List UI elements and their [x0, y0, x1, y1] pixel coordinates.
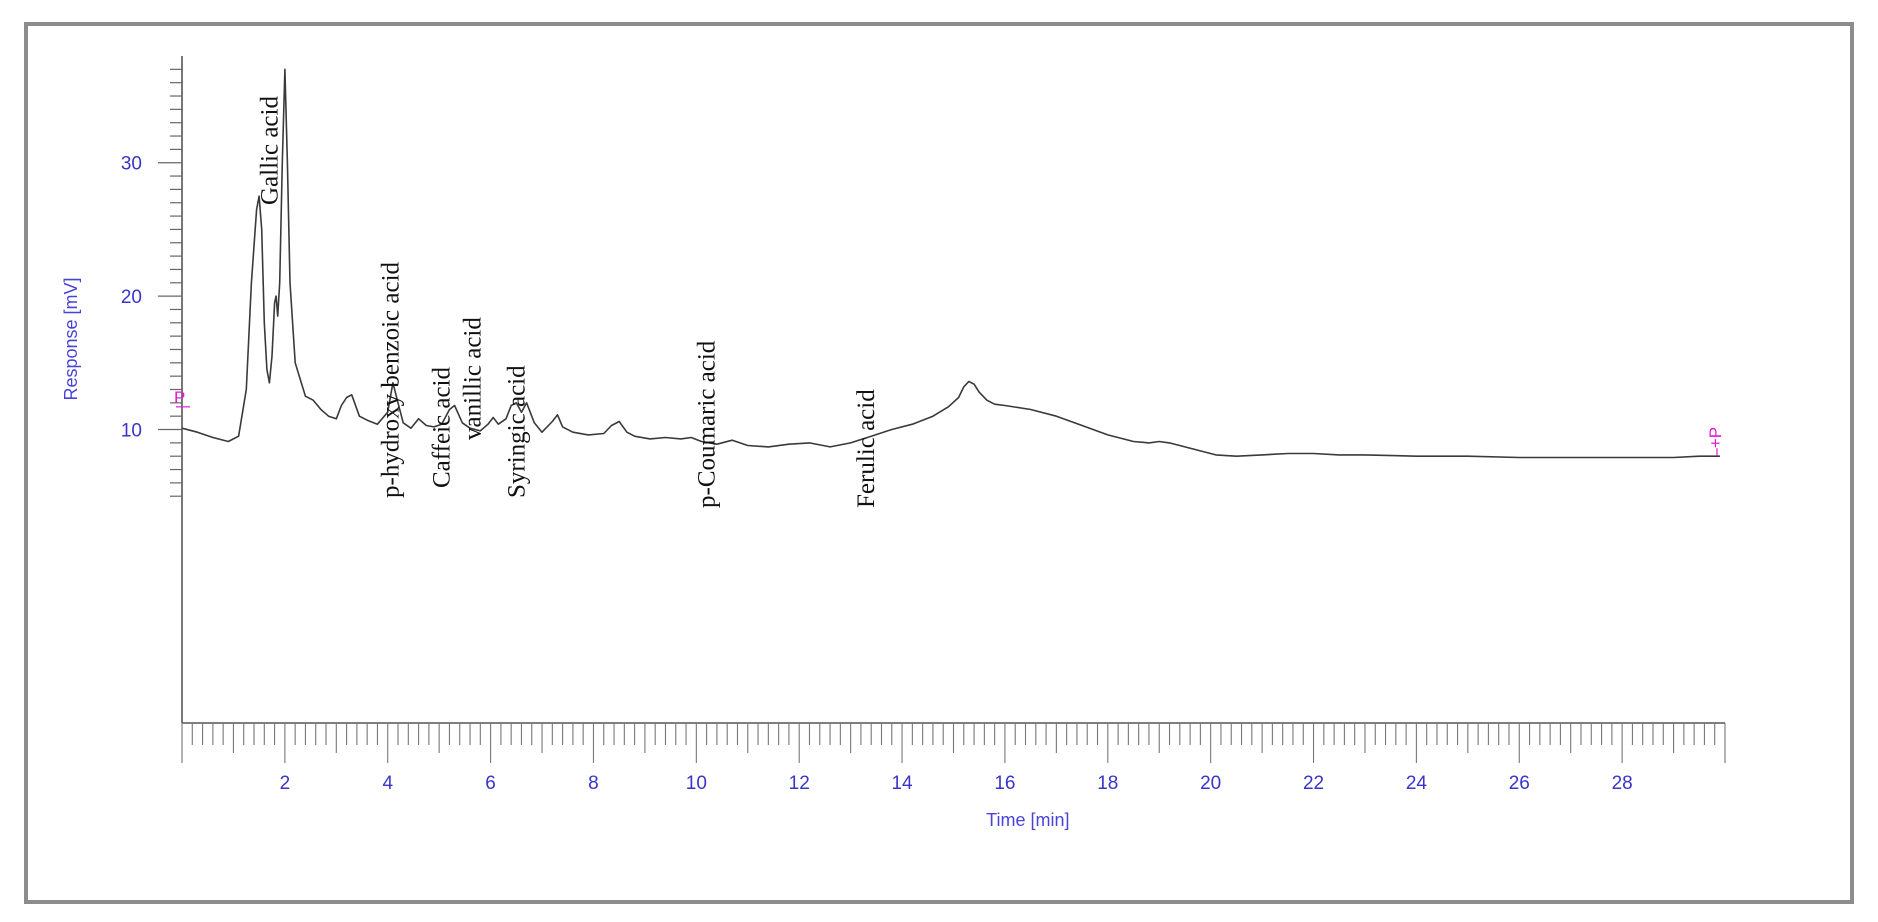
peak-label: Syringic acid [503, 365, 530, 498]
chart-marks: P +P [174, 68, 1725, 459]
x-tick-label: 20 [1200, 773, 1221, 794]
x-tick-label: 8 [588, 773, 599, 794]
chart-frame [24, 22, 1854, 904]
x-tick-label: 2 [280, 773, 291, 794]
peak-label: p-Coumaric acid [694, 340, 721, 508]
x-tick-label: 14 [891, 773, 913, 794]
end-marker: +P [1706, 427, 1725, 448]
x-tick-label: 24 [1406, 773, 1428, 794]
x-tick-label: 26 [1509, 773, 1530, 794]
x-tick-label: 12 [789, 773, 810, 794]
x-tick-label: 6 [485, 773, 496, 794]
peak-label: vanillic acid [460, 317, 487, 440]
chart-labels: Time [min] Response [mV] Gallic acid p-hydr… [61, 96, 1069, 830]
y-tick-label: 20 [121, 287, 142, 308]
peak-label: Gallic acid [256, 96, 283, 205]
chromatogram-trace [181, 68, 1720, 459]
start-marker: P [174, 388, 185, 407]
x-tick-label: 28 [1612, 773, 1633, 794]
x-tick-label: 10 [686, 773, 707, 794]
x-tick-label: 4 [382, 773, 393, 794]
y-axis-title: Response [mV] [61, 277, 81, 400]
peak-label: Caffeic acid [429, 367, 456, 488]
peak-label: Ferulic acid [853, 389, 880, 508]
y-tick-label: 30 [121, 154, 142, 175]
x-tick-label: 22 [1303, 773, 1324, 794]
x-axis-title: Time [min] [986, 810, 1069, 830]
y-tick-label: 10 [121, 421, 142, 442]
x-tick-label: 18 [1097, 773, 1118, 794]
peak-label: p-hydroxy benzoic acid [377, 261, 404, 498]
x-tick-label: 16 [994, 773, 1015, 794]
